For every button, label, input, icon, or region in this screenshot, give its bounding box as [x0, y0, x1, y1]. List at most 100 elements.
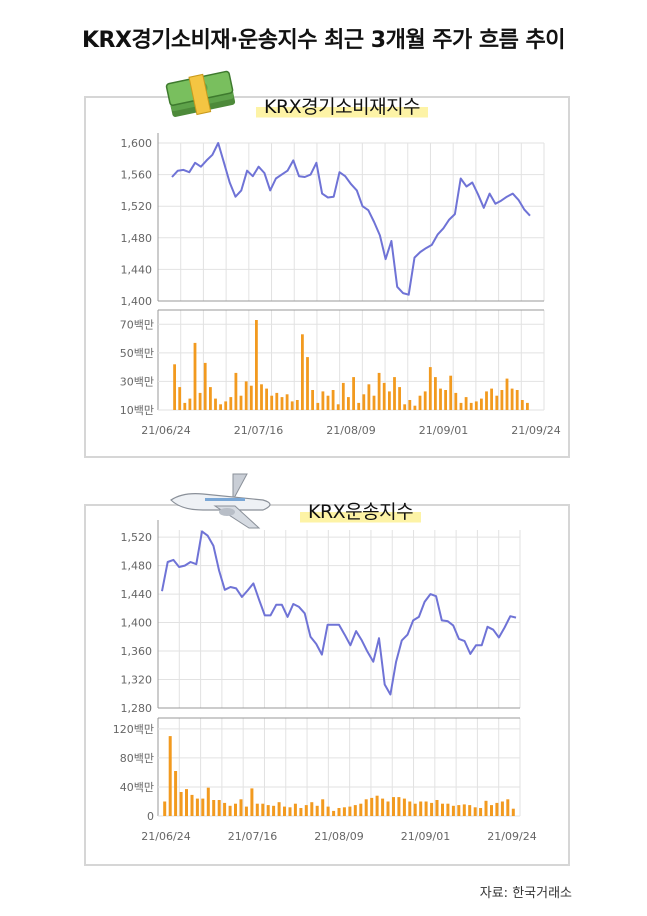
- volume-bar: [341, 382, 345, 410]
- volume-bar: [402, 798, 406, 816]
- y-tick-label: 1,400: [121, 617, 153, 630]
- y-tick-label: 1,360: [121, 645, 153, 658]
- volume-tick-label: 70백만: [120, 318, 154, 331]
- volume-bar: [260, 384, 263, 410]
- transport-index-panel: 1,280 1,320 1,360 1,400 1,440 1,480 1,520 0 40백만…: [84, 504, 570, 866]
- volume-bar: [306, 357, 309, 410]
- volume-bar: [228, 805, 232, 816]
- volume-bar: [277, 802, 281, 816]
- volume-bar: [342, 807, 346, 816]
- volume-bar: [377, 372, 381, 410]
- volume-bar: [428, 367, 432, 410]
- volume-bar: [224, 401, 228, 410]
- volume-bar: [464, 397, 468, 410]
- volume-bar: [270, 395, 274, 410]
- volume-bar: [408, 801, 412, 816]
- volume-bar: [388, 391, 391, 410]
- volume-bar: [193, 342, 197, 410]
- volume-bar: [457, 805, 461, 816]
- y-tick-label: 1,440: [121, 588, 153, 601]
- y-tick-label: 1,320: [121, 674, 153, 687]
- volume-bar: [178, 387, 182, 410]
- volume-bar: [375, 795, 379, 816]
- volume-bar: [505, 378, 509, 410]
- x-tick-label: 21/08/09: [326, 424, 375, 437]
- volume-bar: [372, 395, 376, 410]
- volume-bar: [449, 375, 453, 410]
- volume-bar: [362, 394, 366, 410]
- volume-bar: [506, 799, 510, 816]
- volume-bar: [206, 787, 210, 816]
- volume-bar: [315, 805, 319, 816]
- volume-bar: [183, 402, 187, 410]
- x-tick-label: 21/09/24: [511, 424, 560, 437]
- volume-bar: [381, 798, 385, 816]
- x-tick-label: 21/06/24: [141, 830, 190, 843]
- volume-bar: [347, 397, 350, 410]
- volume-bar: [451, 805, 455, 816]
- volume-bar: [444, 390, 447, 410]
- volume-bar: [168, 736, 172, 816]
- volume-bar: [188, 398, 192, 410]
- volume-bar: [435, 800, 439, 816]
- volume-bar: [352, 377, 355, 410]
- volume-bar: [239, 799, 243, 816]
- volume-bar: [462, 804, 466, 816]
- volume-bar: [293, 803, 297, 816]
- volume-bar: [520, 400, 524, 410]
- volume-tick-label: 10백만: [120, 404, 154, 417]
- volume-bar: [419, 801, 423, 816]
- volume-bar: [163, 801, 167, 816]
- volume-bar: [209, 387, 212, 410]
- volume-bar: [288, 807, 292, 816]
- volume-bar: [250, 788, 254, 816]
- transport-index-chart: 1,280 1,320 1,360 1,400 1,440 1,480 1,520 0 40백만…: [113, 520, 537, 843]
- volume-bar: [275, 392, 279, 410]
- volume-bar: [423, 391, 427, 410]
- volume-bar: [370, 797, 374, 816]
- volume-bar: [485, 391, 488, 410]
- volume-tick-label: 30백만: [120, 375, 154, 388]
- volume-bar: [326, 806, 330, 816]
- volume-bar: [418, 395, 422, 410]
- volume-bar: [301, 334, 304, 410]
- y-tick-label: 1,400: [121, 295, 153, 308]
- volume-bar: [219, 404, 222, 410]
- volume-bar: [468, 805, 472, 816]
- y-tick-label: 1,560: [121, 169, 153, 182]
- volume-bar: [234, 372, 238, 410]
- x-tick-label: 21/08/09: [314, 830, 363, 843]
- volume-bar: [359, 803, 363, 816]
- consumer-index-panel: 1,400 1,440 1,480 1,520 1,560 1,600 10백만 30백만 50…: [84, 96, 570, 458]
- volume-bar: [295, 400, 299, 410]
- consumer-index-chart: 1,400 1,440 1,480 1,520 1,560 1,600 10백만 30백만 50…: [120, 133, 561, 437]
- volume-bar: [441, 803, 444, 816]
- volume-bar: [311, 390, 314, 410]
- volume-bar: [337, 808, 341, 816]
- volume-bar: [249, 385, 253, 410]
- volume-bar: [500, 390, 504, 410]
- volume-bar: [255, 320, 258, 410]
- volume-bar: [495, 395, 499, 410]
- consumer-index-title: KRX경기소비재지수: [256, 92, 429, 119]
- volume-bar: [299, 808, 303, 816]
- volume-bar: [469, 402, 473, 410]
- volume-bar: [217, 800, 221, 816]
- volume-bar: [290, 401, 294, 410]
- transport-index-title: KRX운송지수: [300, 497, 422, 524]
- volume-bar: [490, 388, 493, 410]
- source-note: 자료: 한국거래소: [479, 886, 572, 901]
- volume-tick-label: 80백만: [120, 752, 154, 765]
- volume-tick-label: 40백만: [120, 781, 154, 794]
- volume-bar: [266, 805, 270, 816]
- volume-bar: [403, 404, 407, 410]
- volume-bar: [185, 789, 188, 816]
- page-title: KRX경기소비재·운송지수 최근 3개월 주가 흐름 추이: [82, 28, 565, 53]
- x-tick-label: 21/09/01: [401, 830, 450, 843]
- volume-bar: [190, 794, 194, 816]
- volume-bar: [490, 805, 493, 816]
- volume-bar: [480, 398, 483, 410]
- volume-bar: [398, 387, 401, 410]
- y-tick-label: 1,440: [121, 263, 153, 276]
- volume-bar: [198, 392, 202, 410]
